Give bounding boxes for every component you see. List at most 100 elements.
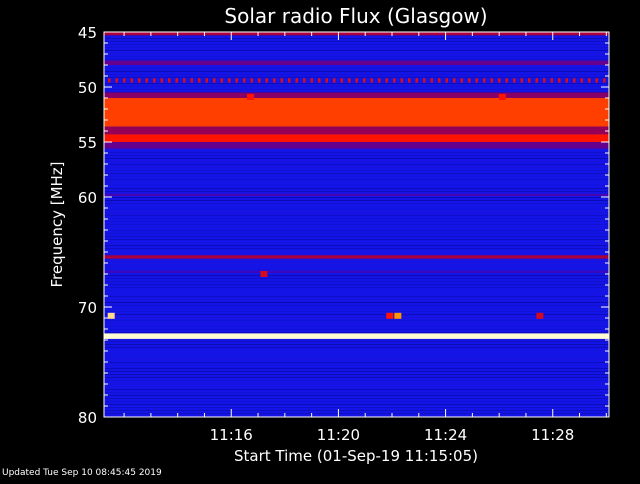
- frequency-band: [104, 92, 609, 98]
- band-dot: [205, 78, 208, 83]
- x-axis-ticks: 11:16 11:20 11:24 11:28: [123, 32, 607, 444]
- band-dot: [138, 78, 141, 83]
- band-dot: [423, 78, 426, 83]
- spectrum-texture-line: [104, 320, 609, 321]
- spectrum-texture-line: [104, 47, 609, 48]
- band-dot: [348, 78, 351, 83]
- band-dot: [543, 78, 546, 83]
- spectrum-texture-line: [104, 182, 609, 183]
- band-dot: [258, 78, 261, 83]
- spectrum-texture-line: [104, 176, 609, 177]
- band-dot: [430, 78, 433, 83]
- spectrum-texture-line: [104, 41, 609, 42]
- band-dot: [408, 78, 411, 83]
- y-tick-label: 70: [78, 299, 97, 317]
- band-dot: [415, 78, 418, 83]
- x-tick-label: 11:16: [210, 426, 253, 444]
- band-dot: [153, 78, 156, 83]
- y-tick-label: 60: [78, 189, 97, 207]
- y-axis-label: Frequency [MHz]: [48, 161, 66, 287]
- spectrum-texture-line: [104, 392, 609, 393]
- spectrum-texture-line: [104, 68, 609, 69]
- band-dot: [123, 78, 126, 83]
- frequency-band: [104, 270, 609, 273]
- spectrum-texture-line: [104, 245, 609, 246]
- spectrum-texture-line: [104, 233, 609, 234]
- update-timestamp: Updated Tue Sep 10 08:45:45 2019: [2, 468, 162, 478]
- band-dot: [220, 78, 223, 83]
- band-dot: [273, 78, 276, 83]
- spectrum-texture-line: [104, 218, 609, 219]
- spectrum-texture-line: [104, 356, 609, 357]
- spectrum-texture-line: [104, 365, 609, 366]
- band-dot: [558, 78, 561, 83]
- band-dot: [460, 78, 463, 83]
- band-dot: [265, 78, 268, 83]
- spectrum-texture-line: [104, 374, 609, 375]
- spectrum-texture-line: [104, 215, 609, 216]
- band-dot: [498, 78, 501, 83]
- spectrum-texture-line: [104, 281, 609, 282]
- spectrum-texture-line: [104, 347, 609, 348]
- band-dot: [378, 78, 381, 83]
- band-dot: [535, 78, 538, 83]
- spectrum-texture-line: [104, 158, 609, 159]
- band-dot: [505, 78, 508, 83]
- spectrum-texture-line: [104, 59, 609, 60]
- spectrum-texture-line: [104, 263, 609, 264]
- spectrum-texture-line: [104, 275, 609, 276]
- y-tick-label: 50: [78, 79, 97, 97]
- spectrum-texture-line: [104, 251, 609, 252]
- spectrum-texture-line: [104, 269, 609, 270]
- spectrum-texture-line: [104, 329, 609, 330]
- spectrum-texture-line: [104, 77, 609, 78]
- spectrum-texture-line: [104, 296, 609, 297]
- spectrum-texture-line: [104, 284, 609, 285]
- plot-frame: [103, 31, 610, 418]
- y-tick-label: 55: [78, 134, 97, 152]
- frequency-band: [104, 60, 609, 65]
- frequency-band: [104, 255, 609, 259]
- spectrum-texture-line: [104, 152, 609, 153]
- band-dot: [603, 78, 606, 83]
- spectrum-texture-line: [104, 362, 609, 363]
- spectrum-texture-line: [104, 386, 609, 387]
- frequency-band: [104, 193, 609, 196]
- band-dot: [333, 78, 336, 83]
- band-dot: [400, 78, 403, 83]
- spectrum-texture-line: [104, 242, 609, 243]
- band-dot: [573, 78, 576, 83]
- spectrum-texture-line: [104, 350, 609, 351]
- spectrum-texture-line: [104, 185, 609, 186]
- burst-events: [107, 93, 544, 319]
- spectrum-texture-line: [104, 305, 609, 306]
- spectrum-texture-line: [104, 209, 609, 210]
- spectrum-texture-line: [104, 266, 609, 267]
- frequency-band: [104, 134, 609, 142]
- y-tick-label: 80: [78, 409, 97, 427]
- band-dot: [445, 78, 448, 83]
- spectrum-texture-line: [104, 359, 609, 360]
- spectrum-texture-line: [104, 368, 609, 369]
- spectrum-texture-line: [104, 203, 609, 204]
- spectrum-texture-line: [104, 389, 609, 390]
- band-dot: [160, 78, 163, 83]
- spectrum-texture-line: [104, 323, 609, 324]
- spectrum-texture-line: [104, 341, 609, 342]
- burst-event: [498, 93, 506, 100]
- band-dot: [235, 78, 238, 83]
- frequency-band: [104, 126, 609, 135]
- spectrum-texture-line: [104, 302, 609, 303]
- x-tick-label: 11:28: [531, 426, 574, 444]
- spectrum-texture-line: [104, 173, 609, 174]
- spectrum-texture-line: [104, 83, 609, 84]
- spectrum-texture-line: [104, 317, 609, 318]
- band-dot: [288, 78, 291, 83]
- spectrum-texture-line: [104, 38, 609, 39]
- frequency-band: [104, 98, 609, 127]
- spectrum-texture-line: [104, 413, 609, 414]
- spectrum-texture-line: [104, 254, 609, 255]
- spectrum-texture-line: [104, 398, 609, 399]
- spectrum-texture-line: [104, 50, 609, 51]
